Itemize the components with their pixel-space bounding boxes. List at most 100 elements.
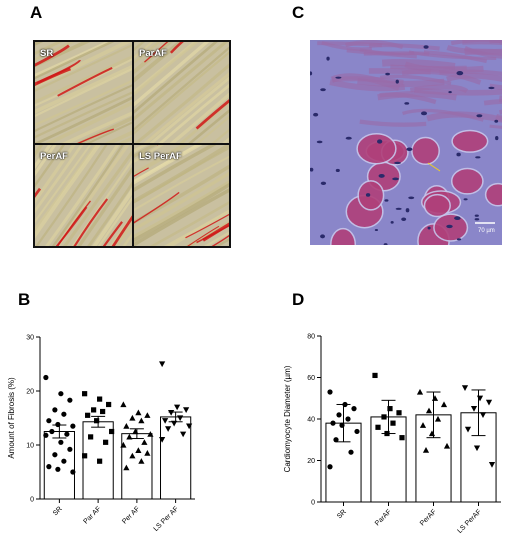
nucleus — [383, 243, 388, 245]
data-point — [144, 450, 151, 456]
data-point — [141, 439, 148, 445]
data-point — [177, 415, 184, 422]
data-point — [422, 447, 430, 453]
collagen-strand — [104, 191, 132, 246]
longitudinal-fiber — [346, 48, 418, 59]
data-point — [428, 430, 436, 437]
data-point — [339, 422, 345, 428]
y-axis-label: Amount of Fibrosis (%) — [7, 377, 16, 459]
muscle-fiber — [134, 42, 229, 143]
data-point-group — [461, 385, 496, 468]
data-point — [162, 418, 169, 424]
y-tick-label: 40 — [307, 417, 315, 424]
nucleus — [392, 177, 399, 181]
cardiomyocyte-cross-section — [484, 182, 502, 207]
data-point — [46, 464, 52, 470]
muscle-fiber — [35, 145, 132, 246]
y-tick-label: 60 — [307, 375, 315, 382]
panel-letter-b: B — [18, 290, 31, 309]
data-point — [390, 420, 396, 426]
muscle-fiber — [35, 42, 132, 106]
data-point — [55, 421, 61, 428]
data-point — [473, 445, 481, 452]
data-point — [372, 372, 378, 379]
data-point — [336, 412, 342, 418]
data-point — [43, 374, 49, 381]
data-point — [333, 437, 339, 443]
x-tick-label: SR — [52, 505, 64, 517]
longitudinal-fiber — [414, 87, 502, 96]
histology-tile-peraf: PerAF — [35, 145, 132, 246]
fibrosis-chart: 0 10 20 30 Amount of Fibrosis (%) SR Par AF Per… — [7, 335, 195, 533]
muscle-fiber — [35, 71, 132, 143]
data-point — [159, 361, 166, 368]
longitudinal-fiber — [483, 99, 502, 106]
x-tick-label: LS Per AF — [153, 505, 181, 533]
muscle-fiber — [35, 45, 132, 142]
nucleus — [474, 218, 480, 221]
tissue-image — [35, 145, 132, 246]
data-point — [396, 410, 402, 416]
muscle-fiber — [35, 145, 116, 246]
collagen-strand — [134, 167, 149, 196]
muscle-fiber — [134, 149, 229, 246]
data-point-group — [43, 374, 76, 475]
nucleus — [427, 226, 431, 230]
nucleus — [310, 71, 313, 76]
data-point — [399, 435, 405, 441]
collagen-strand — [177, 225, 220, 246]
tissue-image — [134, 42, 229, 143]
data-point — [97, 458, 103, 464]
nucleus — [475, 156, 481, 159]
nucleus — [345, 136, 352, 140]
collagen-strand — [57, 128, 114, 143]
muscle-fiber — [134, 145, 229, 223]
nucleus — [476, 114, 483, 118]
data-point-group — [372, 372, 405, 441]
data-point — [425, 407, 433, 414]
muscle-fiber — [35, 145, 132, 246]
longitudinal-fiber — [368, 68, 431, 75]
x-tick-label: PerAF — [419, 508, 438, 527]
muscle-fiber — [134, 42, 229, 142]
data-point — [91, 407, 97, 413]
cardiomyocyte-cross-section — [451, 129, 489, 153]
muscle-fiber — [35, 145, 102, 246]
nucleus — [454, 216, 461, 221]
histology-tile-ls-peraf: LS PerAF — [134, 145, 229, 246]
muscle-fiber — [35, 145, 122, 246]
data-point — [485, 399, 493, 406]
muscle-fiber — [134, 172, 229, 246]
data-point — [46, 418, 52, 424]
data-point — [135, 409, 142, 416]
tile-label: PerAF — [40, 151, 68, 162]
data-point — [183, 407, 190, 413]
nucleus — [320, 88, 326, 92]
data-point — [109, 428, 115, 435]
nucleus — [456, 152, 461, 157]
data-point — [342, 401, 348, 408]
data-point — [443, 442, 451, 449]
data-point — [70, 423, 76, 429]
muscle-fiber — [56, 145, 132, 246]
cardiomyocyte-cross-section — [357, 180, 385, 211]
nucleus — [320, 234, 326, 239]
muscle-fiber — [35, 59, 132, 143]
muscle-fiber — [134, 42, 225, 114]
data-point — [123, 464, 130, 471]
fiber-group — [35, 42, 132, 143]
data-point-group — [327, 389, 360, 470]
data-point — [351, 406, 357, 412]
longitudinal-fiber — [359, 119, 427, 127]
longitudinal-fiber — [368, 43, 440, 51]
nucleus — [488, 86, 495, 90]
data-point — [165, 426, 172, 432]
muscle-fiber — [134, 45, 229, 143]
muscle-fiber — [134, 165, 229, 246]
nucleus — [313, 112, 319, 117]
muscle-fiber — [51, 145, 132, 246]
panel-letter-d: D — [292, 290, 305, 309]
muscle-fiber — [35, 145, 104, 246]
longitudinal-fiber — [495, 113, 502, 122]
collagen-strand — [57, 67, 113, 97]
